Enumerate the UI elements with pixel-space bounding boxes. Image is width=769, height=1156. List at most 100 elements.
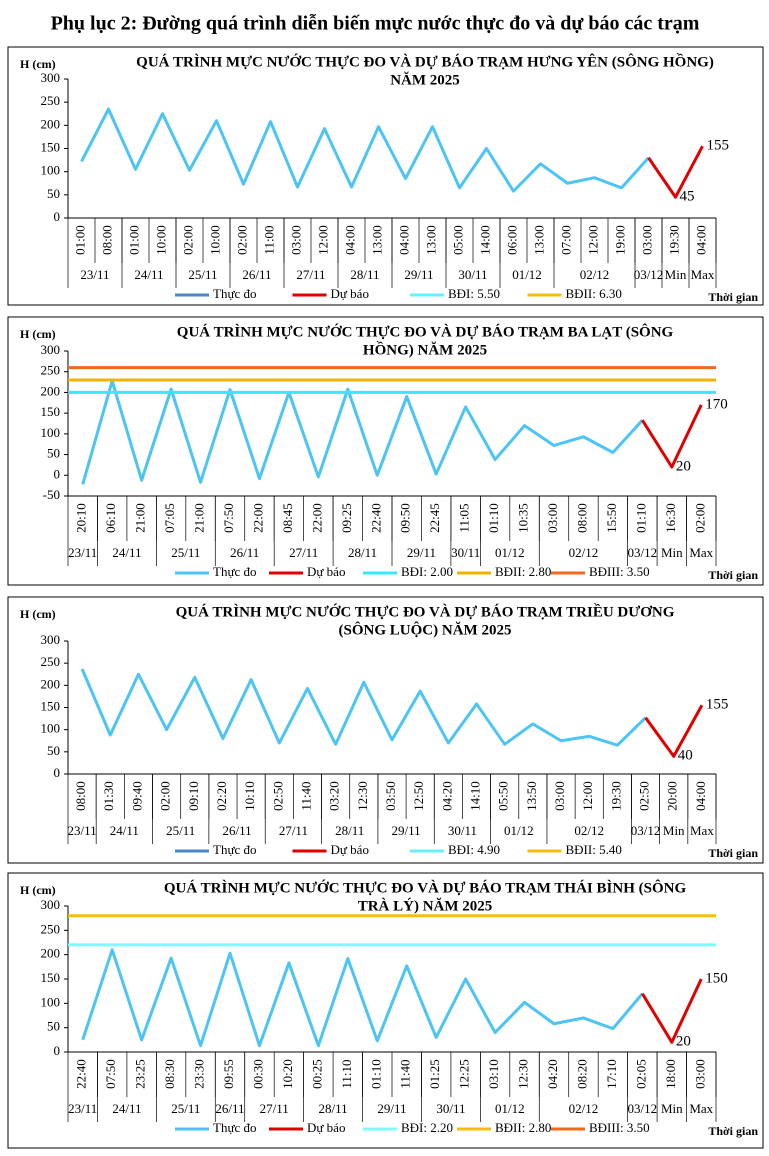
x-tick-label: 15:50 (604, 503, 619, 533)
date-label: 26/11 (215, 1101, 244, 1116)
x-tick-label: 11:10 (339, 1059, 354, 1088)
y-tick-label: 50 (47, 1019, 60, 1034)
x-tick-label: 02:00 (158, 781, 173, 811)
date-label: 25/11 (171, 545, 200, 560)
date-label: 26/11 (230, 545, 259, 560)
y-tick-label: 0 (54, 466, 61, 481)
y-tick-label: 300 (41, 897, 61, 912)
x-tick-label: 06:00 (504, 225, 519, 255)
y-tick-label: 150 (41, 404, 61, 419)
date-label: 26/11 (242, 267, 271, 282)
date-label: 30/11 (451, 545, 480, 560)
y-tick-label: 50 (47, 186, 60, 201)
x-tick-label: 12:00 (315, 225, 330, 255)
data-label: 170 (705, 396, 728, 412)
x-tick-label: 14:10 (468, 781, 483, 811)
x-tick-label: 09:25 (339, 503, 354, 533)
x-tick-label: 11:40 (298, 781, 313, 810)
x-tick-label: 19:00 (612, 225, 627, 255)
x-tick-label: 02:00 (180, 225, 195, 255)
x-tick-label: 12:00 (580, 781, 595, 811)
series-line (644, 704, 704, 758)
x-tick-label: 22:00 (250, 503, 265, 533)
date-label: Min (661, 1101, 683, 1116)
series-line (81, 379, 644, 485)
x-tick-label: 03:00 (288, 225, 303, 255)
x-tick-label: 00:25 (309, 1059, 324, 1089)
chart-frame (7, 316, 764, 586)
x-tick-label: 01:10 (633, 503, 648, 533)
date-label: 29/11 (392, 823, 421, 838)
chart-title: HỒNG) NĂM 2025 (363, 340, 487, 358)
y-tick-label: 150 (41, 698, 61, 713)
date-label: 27/11 (279, 823, 308, 838)
legend-label: BĐII: 2.80 (495, 1120, 551, 1135)
x-tick-label: 09:55 (221, 1059, 236, 1089)
x-tick-label: 22:45 (427, 503, 442, 533)
date-label: 03/12 (628, 545, 658, 560)
x-tick-label: 12:30 (516, 1059, 531, 1089)
x-tick-label: 04:20 (545, 1059, 560, 1089)
x-tick-label: 04:00 (396, 225, 411, 255)
x-tick-label: 03:00 (692, 1059, 707, 1089)
y-tick-label: 200 (41, 383, 61, 398)
y-tick-label: 100 (41, 721, 61, 736)
chart-frame (7, 46, 764, 306)
date-label: Min (663, 823, 685, 838)
y-tick-label: 150 (41, 139, 61, 154)
date-label: 30/11 (448, 823, 477, 838)
x-tick-label: 08:00 (99, 225, 114, 255)
date-label: 28/11 (319, 1101, 348, 1116)
series-line (641, 978, 703, 1044)
x-tick-label: 03:00 (552, 781, 567, 811)
x-tick-label: 01:00 (72, 225, 87, 255)
y-tick-label: 200 (41, 116, 61, 131)
y-tick-label: 0 (54, 765, 61, 780)
x-tick-label: 01:00 (126, 225, 141, 255)
x-tick-label: 10:20 (280, 1059, 295, 1089)
x-tick-label: 02:50 (637, 781, 652, 811)
legend-label: BĐI: 2.00 (401, 564, 453, 579)
x-tick-label: 09:40 (129, 781, 144, 811)
date-label: 01/12 (495, 1101, 525, 1116)
x-tick-label: 05:50 (496, 781, 511, 811)
x-tick-label: 19:30 (666, 225, 681, 255)
y-tick-label: 300 (41, 342, 61, 357)
date-label: 25/11 (166, 823, 195, 838)
date-label: 02/12 (574, 823, 604, 838)
date-label: 29/11 (407, 545, 436, 560)
x-tick-label: 22:40 (368, 503, 383, 533)
legend-label: Dự báo (307, 564, 345, 579)
legend-label: BĐI: 4.90 (448, 842, 500, 857)
x-tick-label: 13:50 (524, 781, 539, 811)
date-label: 03/12 (628, 1101, 658, 1116)
data-label: 155 (707, 138, 730, 154)
x-tick-label: 13:00 (423, 225, 438, 255)
x-tick-label: 13:00 (531, 225, 546, 255)
x-tick-label: 08:00 (574, 503, 589, 533)
x-tick-label: 07:00 (558, 225, 573, 255)
date-label: 25/11 (188, 267, 217, 282)
x-tick-label: 12:00 (585, 225, 600, 255)
date-label: Max (691, 267, 715, 282)
y-tick-label: 50 (47, 743, 60, 758)
y-tick-label: 100 (41, 425, 61, 440)
date-label: 28/11 (350, 267, 379, 282)
legend-label: Dự báo (307, 1120, 345, 1135)
chart-title: QUÁ TRÌNH MỰC NƯỚC THỰC ĐO VÀ DỰ BÁO TRẠ… (177, 323, 674, 340)
legend-label: BĐII: 6.30 (566, 286, 622, 301)
date-label: 28/11 (335, 823, 364, 838)
date-label: 01/12 (495, 545, 525, 560)
chart-frame (7, 596, 764, 864)
x-tick-label: 02:00 (692, 503, 707, 533)
date-label: Min (665, 267, 687, 282)
x-axis-label: Thời gian (708, 1124, 758, 1138)
x-tick-label: 22:00 (309, 503, 324, 533)
data-label: 45 (680, 189, 695, 205)
date-label: 03/12 (634, 267, 664, 282)
x-tick-label: 09:50 (398, 503, 413, 533)
x-tick-label: 12:25 (457, 1059, 472, 1089)
date-label: 03/12 (631, 823, 661, 838)
x-tick-label: 14:00 (477, 225, 492, 255)
